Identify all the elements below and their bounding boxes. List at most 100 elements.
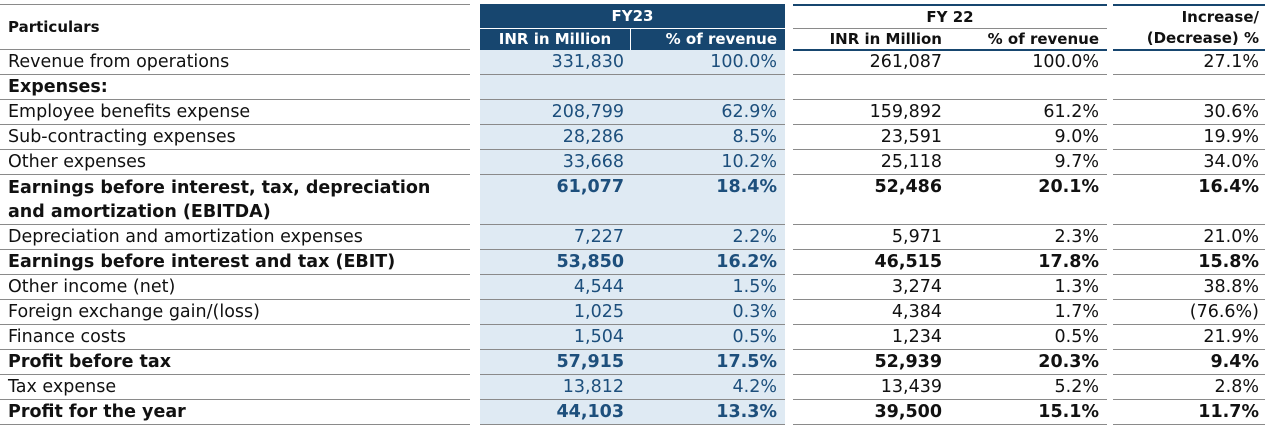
change-cell: 30.6% [1113,100,1265,125]
fy22-pct-cell: 5.2% [948,375,1107,400]
row-label: Other income (net) [0,275,470,300]
fy22-pct-cell: 0.5% [948,325,1107,350]
table-row: Other expenses 33,668 10.2% 25,118 9.7% 34.0% [0,150,1265,175]
row-label: Depreciation and amortization expenses [0,225,470,250]
fy22-inr-cell: 5,971 [793,225,948,250]
fy22-pct-cell: 9.0% [948,125,1107,150]
fy23-pct-cell [630,75,785,100]
fy23-pct-cell: 18.4% [630,175,785,225]
header-fy23-pct: % of revenue [631,29,785,50]
header-change-bottom-rule [1113,49,1265,51]
change-cell: (76.6%) [1113,300,1265,325]
fy22-inr-cell: 1,234 [793,325,948,350]
fy22-inr-cell: 52,939 [793,350,948,375]
fy23-inr-cell: 57,915 [480,350,630,375]
header-change-top-rule [1113,4,1265,6]
header-change-line1: Increase/ [1181,8,1259,26]
fy23-inr-cell: 13,812 [480,375,630,400]
fy22-inr-cell [793,75,948,100]
row-label: Other expenses [0,150,470,175]
row-label: Profit for the year [0,400,470,425]
table-row: Tax expense 13,812 4.2% 13,439 5.2% 2.8% [0,375,1265,400]
fy23-pct-cell: 0.5% [630,325,785,350]
fy23-inr-cell: 208,799 [480,100,630,125]
fy22-pct-cell: 1.7% [948,300,1107,325]
fy22-inr-cell: 3,274 [793,275,948,300]
fy22-pct-cell: 1.3% [948,275,1107,300]
fy22-inr-cell: 52,486 [793,175,948,225]
header-particulars-rule [0,49,470,50]
table-row: Earnings before interest, tax, depreciat… [0,175,1265,225]
table-row: Profit before tax 57,915 17.5% 52,939 20.3% 9… [0,350,1265,375]
row-label: Profit before tax [0,350,470,375]
fy23-inr-cell: 331,830 [480,50,630,75]
fy23-pct-cell: 100.0% [630,50,785,75]
fy23-inr-cell: 1,504 [480,325,630,350]
fy23-inr-cell [480,75,630,100]
table-row: Employee benefits expense 208,799 62.9% 159… [0,100,1265,125]
fy23-inr-cell: 28,286 [480,125,630,150]
fy22-pct-cell: 9.7% [948,150,1107,175]
change-cell: 38.8% [1113,275,1265,300]
header-top-rule [0,4,470,5]
change-cell: 9.4% [1113,350,1265,375]
fy22-pct-cell: 20.3% [948,350,1107,375]
fy23-inr-cell: 33,668 [480,150,630,175]
header-fy22-inr: INR in Million [829,30,942,48]
row-label: Tax expense [0,375,470,400]
fy22-pct-cell: 100.0% [948,50,1107,75]
fy22-inr-cell: 159,892 [793,100,948,125]
fy23-pct-cell: 0.3% [630,300,785,325]
row-label: Finance costs [0,325,470,350]
table-row: Expenses: [0,75,1265,100]
fy23-inr-cell: 1,025 [480,300,630,325]
fy23-inr-cell: 53,850 [480,250,630,275]
header-fy22: FY 22 [926,8,974,26]
header-fy23: FY23 [480,4,785,28]
row-label: Earnings before interest and tax (EBIT) [0,250,470,275]
table-row: Profit for the year 44,103 13.3% 39,500 15.1… [0,400,1265,425]
row-label: Foreign exchange gain/(loss) [0,300,470,325]
header-fy22-bottom-rule [793,49,1107,51]
header-fy23-inr: INR in Million [480,29,630,50]
table-row: Foreign exchange gain/(loss) 1,025 0.3% 4,3… [0,300,1265,325]
table-row: Finance costs 1,504 0.5% 1,234 0.5% 21.9% [0,325,1265,350]
fy23-inr-cell: 7,227 [480,225,630,250]
row-label: Sub-contracting expenses [0,125,470,150]
change-cell: 19.9% [1113,125,1265,150]
fy22-pct-cell: 15.1% [948,400,1107,425]
fy22-inr-cell: 25,118 [793,150,948,175]
fy23-pct-cell: 62.9% [630,100,785,125]
fy23-inr-cell: 61,077 [480,175,630,225]
table-row: Earnings before interest and tax (EBIT) 5… [0,250,1265,275]
change-cell: 34.0% [1113,150,1265,175]
fy22-inr-cell: 4,384 [793,300,948,325]
change-cell: 21.0% [1113,225,1265,250]
fy23-inr-cell: 44,103 [480,400,630,425]
table-row: Depreciation and amortization expenses 7,… [0,225,1265,250]
fy23-inr-cell: 4,544 [480,275,630,300]
row-label: Revenue from operations [0,50,470,75]
change-cell: 27.1% [1113,50,1265,75]
fy23-pct-cell: 4.2% [630,375,785,400]
fy22-pct-cell: 2.3% [948,225,1107,250]
change-cell: 2.8% [1113,375,1265,400]
header-fy22-mid-rule [793,28,1107,29]
fy22-inr-cell: 261,087 [793,50,948,75]
change-cell: 21.9% [1113,325,1265,350]
row-label: Employee benefits expense [0,100,470,125]
fy23-pct-cell: 13.3% [630,400,785,425]
header-particulars: Particulars [8,18,100,36]
fy22-pct-cell: 61.2% [948,100,1107,125]
fy22-inr-cell: 13,439 [793,375,948,400]
fy23-pct-cell: 16.2% [630,250,785,275]
fy23-pct-cell: 1.5% [630,275,785,300]
fy22-pct-cell: 17.8% [948,250,1107,275]
change-cell: 11.7% [1113,400,1265,425]
fy23-pct-cell: 10.2% [630,150,785,175]
fy23-pct-cell: 17.5% [630,350,785,375]
fy22-inr-cell: 23,591 [793,125,948,150]
fy22-pct-cell: 20.1% [948,175,1107,225]
header-fy22-top-rule [793,4,1107,6]
